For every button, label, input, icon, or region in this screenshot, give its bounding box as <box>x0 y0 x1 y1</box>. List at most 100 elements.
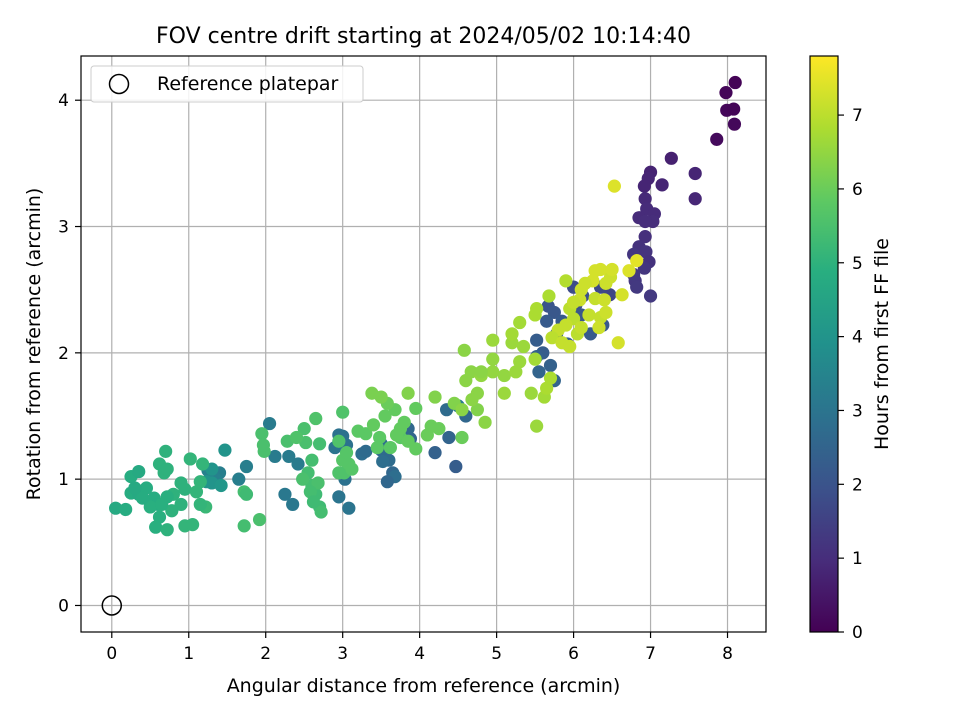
x-tick-label: 5 <box>491 644 502 664</box>
scatter-point <box>119 502 133 517</box>
scatter-point <box>540 314 554 328</box>
scatter-point <box>655 178 669 192</box>
scatter-point <box>109 501 123 515</box>
scatter-point <box>262 416 277 431</box>
scatter-point <box>339 446 354 460</box>
scatter-point <box>366 418 381 432</box>
y-tick-label: 1 <box>58 470 69 490</box>
y-tick-label: 4 <box>58 91 69 111</box>
scatter-point <box>615 288 629 302</box>
scatter-point <box>370 440 384 455</box>
scatter-point <box>543 371 558 385</box>
scatter-point <box>189 485 204 499</box>
scatter-point <box>132 464 146 479</box>
scatter-point <box>282 449 296 464</box>
scatter-point <box>165 504 179 518</box>
scatter-point <box>428 390 442 404</box>
y-tick-label: 0 <box>58 596 69 616</box>
scatter-point <box>160 462 174 476</box>
scatter-point <box>309 411 323 426</box>
scatter-point <box>409 401 423 416</box>
x-tick-label: 4 <box>414 644 425 664</box>
scatter-point <box>542 289 556 303</box>
scatter-point <box>193 475 207 489</box>
scatter-point <box>311 476 325 490</box>
scatter-point <box>599 276 613 290</box>
scatter-point <box>305 453 319 467</box>
scatter-point <box>513 315 527 330</box>
scatter-point <box>255 427 269 441</box>
scatter-point <box>622 264 636 278</box>
scatter-point <box>268 449 282 464</box>
scatter-point <box>351 424 365 438</box>
scatter-point <box>296 472 310 486</box>
reference-platepar-marker <box>101 595 123 616</box>
scatter-point <box>196 457 210 471</box>
scatter-point <box>638 230 652 244</box>
scatter-point <box>639 245 653 259</box>
scatter-point <box>374 390 388 404</box>
scatter-point <box>497 368 511 383</box>
scatter-point <box>378 409 392 423</box>
colorbar-label: Hours from first FF file <box>871 238 893 450</box>
scatter-point <box>630 254 644 268</box>
scatter-point <box>455 403 469 417</box>
scatter-point <box>607 179 621 193</box>
scatter-point <box>128 481 142 495</box>
scatter-point <box>532 365 546 379</box>
scatter-point <box>278 487 292 501</box>
colorbar-tick-label: 2 <box>852 475 863 495</box>
y-axis-ticks: 0 1 2 3 4 <box>58 91 81 616</box>
scatter-point <box>449 459 463 474</box>
scatter-point <box>497 386 511 400</box>
scatter-point <box>155 497 169 512</box>
scatter-point <box>728 75 742 90</box>
colorbar: 0 1 2 3 4 5 6 7 Hours from first FF file <box>809 55 893 643</box>
scatter-point <box>401 434 415 448</box>
scatter-point <box>630 280 644 294</box>
x-tick-label: 2 <box>260 644 271 664</box>
scatter-point <box>478 415 492 429</box>
x-tick-label: 0 <box>106 644 117 664</box>
x-tick-label: 1 <box>183 644 194 664</box>
scatter-point <box>637 179 651 193</box>
scatter-point <box>474 365 488 379</box>
scatter-point <box>505 327 519 341</box>
scatter-point <box>303 485 317 499</box>
scatter-point <box>420 428 434 442</box>
colorbar-tick-label: 6 <box>852 180 863 200</box>
scatter-point <box>332 466 346 480</box>
scatter-point <box>239 459 254 474</box>
scatter-point <box>401 386 415 400</box>
scatter-point <box>345 462 359 476</box>
scatter-point <box>530 419 544 433</box>
scatter-point <box>574 283 588 297</box>
scatter-point <box>605 262 619 277</box>
colorbar-gradient <box>809 55 839 633</box>
x-axis-label: Angular distance from reference (arcmin) <box>227 675 621 697</box>
x-tick-label: 8 <box>722 644 733 664</box>
scatter-point <box>727 102 741 116</box>
scatter-point <box>688 192 702 206</box>
scatter-point <box>599 305 613 320</box>
scatter-point <box>432 422 446 436</box>
scatter-point <box>186 518 200 532</box>
scatter-points <box>109 75 742 537</box>
scatter-point <box>719 86 733 100</box>
scatter-point <box>597 293 611 307</box>
legend: Reference platepar <box>90 65 364 103</box>
scatter-point <box>638 214 652 229</box>
grid <box>81 56 766 632</box>
y-tick-label: 3 <box>58 218 69 238</box>
scatter-point <box>389 428 404 442</box>
scatter-point <box>376 454 390 469</box>
x-tick-label: 7 <box>645 644 656 664</box>
y-tick-label: 2 <box>58 344 69 364</box>
scatter-point <box>232 472 246 486</box>
scatter-point <box>152 510 167 524</box>
scatter-point <box>143 500 157 514</box>
scatter-point <box>543 358 558 373</box>
scatter-point <box>383 440 398 455</box>
scatter-point <box>239 487 254 501</box>
